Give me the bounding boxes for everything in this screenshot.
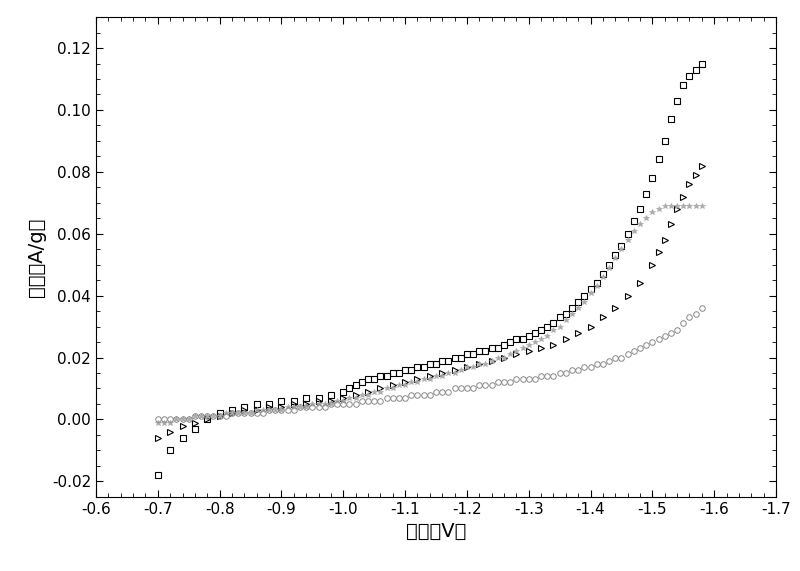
Y-axis label: 电流（A/g）: 电流（A/g） (27, 217, 46, 297)
X-axis label: 电位（V）: 电位（V） (406, 522, 466, 541)
